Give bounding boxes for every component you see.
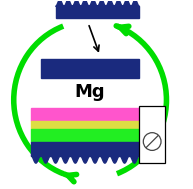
Bar xyxy=(41,59,139,78)
Bar xyxy=(31,142,139,156)
Polygon shape xyxy=(31,156,139,163)
Circle shape xyxy=(143,133,161,150)
Bar xyxy=(31,129,139,142)
Text: Mg: Mg xyxy=(75,83,105,101)
Bar xyxy=(139,106,165,163)
Bar xyxy=(56,6,139,18)
Bar xyxy=(31,108,139,121)
Bar xyxy=(31,121,139,129)
Polygon shape xyxy=(56,0,139,6)
